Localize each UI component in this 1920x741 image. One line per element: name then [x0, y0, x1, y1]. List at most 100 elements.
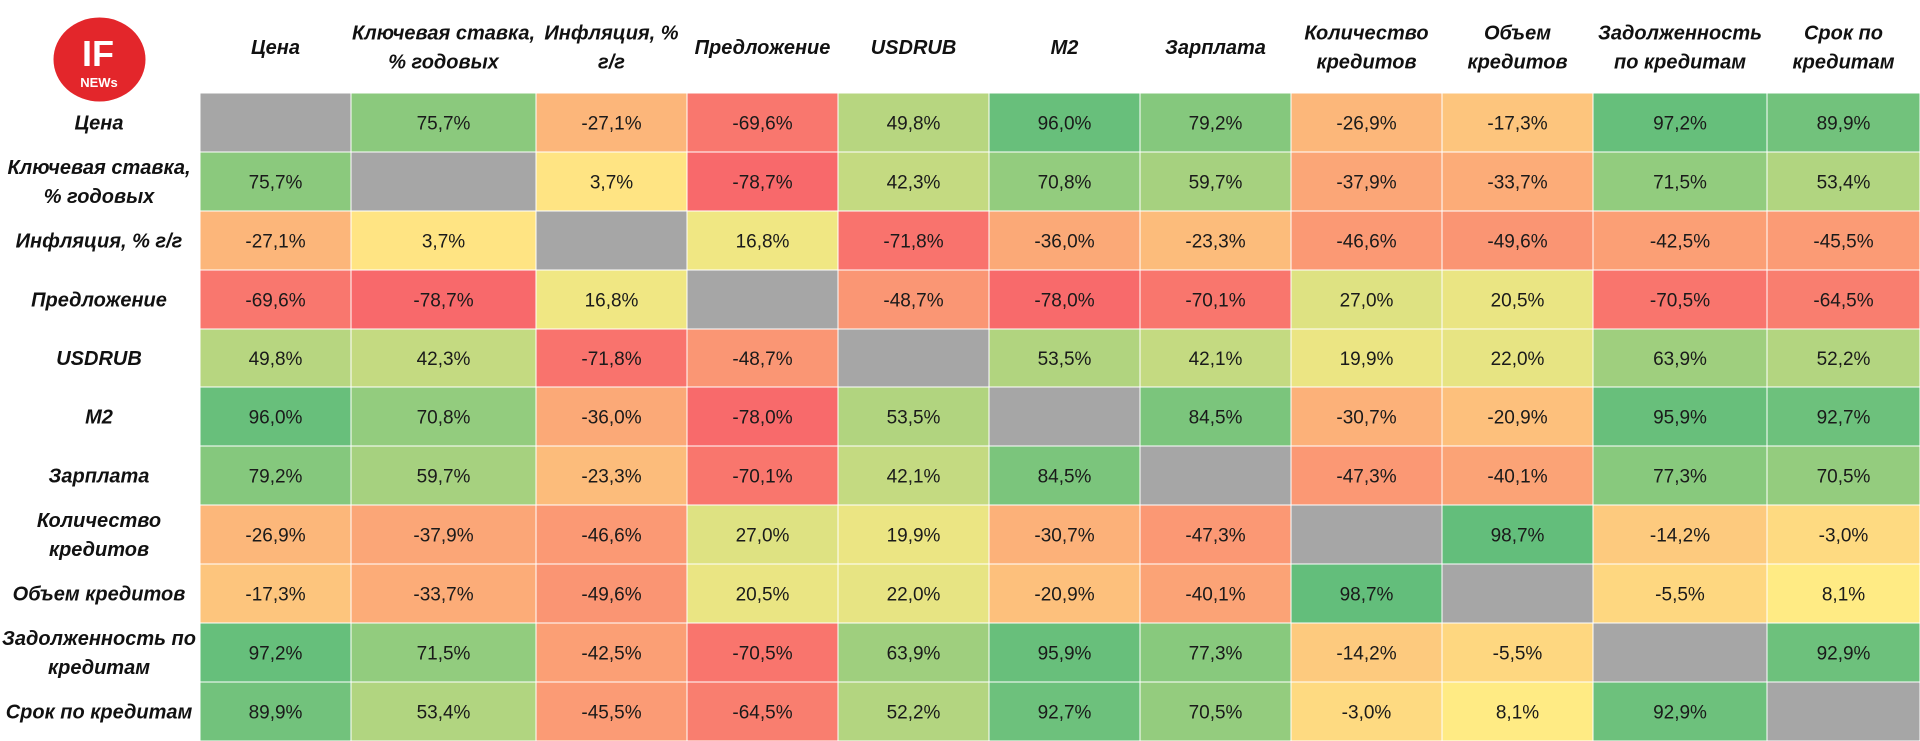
cell-value-label: 16,8% [736, 232, 790, 253]
heatmap-cell [1139, 622, 1292, 683]
cell-value-label: 19,9% [1340, 349, 1394, 370]
cell-value-label: 42,1% [1189, 349, 1243, 370]
heatmap-cell [1766, 504, 1920, 565]
cell-value-label: -42,5% [581, 644, 641, 665]
cell-value-label: 77,3% [1189, 644, 1243, 665]
heatmap-cell [988, 622, 1141, 683]
heatmap-cell [535, 622, 688, 683]
logo-bottom-text: NEWs [80, 75, 118, 90]
heatmap-cell [988, 210, 1141, 271]
cell-value-label: -45,5% [1813, 232, 1873, 253]
heatmap-cell [535, 504, 688, 565]
cell-value-label: 3,7% [590, 173, 633, 194]
heatmap-cell [1592, 504, 1768, 565]
heatmap-cell [686, 328, 839, 388]
heatmap-cell [1766, 151, 1920, 212]
cell-value-label: -64,5% [732, 703, 792, 724]
cell-value-label: 84,5% [1038, 467, 1092, 488]
cell-value-label: 79,2% [249, 467, 303, 488]
cell-value-label: -49,6% [581, 585, 641, 606]
cell-value-label: 42,3% [417, 349, 471, 370]
heatmap-cell [199, 328, 352, 388]
cell-value-label: -45,5% [581, 703, 641, 724]
heatmap-cell [1441, 681, 1594, 741]
cell-value-label: 59,7% [417, 467, 471, 488]
heatmap-cell [350, 328, 537, 388]
cell-value-label: 8,1% [1496, 703, 1539, 724]
cell-value-label: -26,9% [1336, 114, 1396, 135]
cell-value-label: 42,3% [887, 173, 941, 194]
heatmap-cell [535, 328, 688, 388]
column-header: USDRUB [871, 37, 957, 59]
heatmap-cell [1290, 386, 1443, 447]
cell-value-label: -3,0% [1819, 526, 1869, 547]
cell-value-label: 53,5% [1038, 349, 1092, 370]
heatmap-cell [1441, 210, 1594, 271]
column-header: M2 [1051, 37, 1079, 59]
heatmap-cell [350, 92, 537, 153]
heatmap-cell-diagonal [1139, 445, 1292, 506]
cell-value-label: -37,9% [413, 526, 473, 547]
heatmap-cell [837, 445, 990, 506]
cell-value-label: 22,0% [887, 585, 941, 606]
heatmap-cell [1592, 445, 1768, 506]
cell-value-label: -40,1% [1487, 467, 1547, 488]
heatmap-cell [1139, 210, 1292, 271]
heatmap-cell [1139, 386, 1292, 447]
cell-value-label: 63,9% [1653, 349, 1707, 370]
heatmap-cell [199, 504, 352, 565]
heatmap-cell [686, 92, 839, 153]
heatmap-cell [1592, 92, 1768, 153]
cell-value-label: -71,8% [581, 349, 641, 370]
heatmap-cell [988, 563, 1141, 624]
cell-value-label: 96,0% [1038, 114, 1092, 135]
column-header: Количество кредитов [1304, 23, 1428, 74]
heatmap-cell [350, 563, 537, 624]
heatmap-cell [199, 210, 352, 271]
cell-value-label: -20,9% [1034, 585, 1094, 606]
cell-value-label: 92,9% [1653, 703, 1707, 724]
cell-value-label: -71,8% [883, 232, 943, 253]
heatmap-cell [1592, 386, 1768, 447]
cell-value-label: 70,5% [1817, 467, 1871, 488]
cell-value-label: -37,9% [1336, 173, 1396, 194]
cell-value-label: 79,2% [1189, 114, 1243, 135]
cell-value-label: -33,7% [413, 585, 473, 606]
heatmap-cell-diagonal [1592, 622, 1768, 683]
ifnews-logo: IF NEWs [52, 16, 147, 103]
heatmap-cell [199, 622, 352, 683]
cell-value-label: 75,7% [417, 114, 471, 135]
cell-value-label: 49,8% [887, 114, 941, 135]
cell-value-label: -5,5% [1493, 644, 1543, 665]
heatmap-cell [535, 151, 688, 212]
row-label: M2 [85, 407, 113, 429]
cell-value-label: 95,9% [1653, 408, 1707, 429]
heatmap-cell [1441, 151, 1594, 212]
cell-value-label: 53,4% [417, 703, 471, 724]
cell-value-label: -78,7% [732, 173, 792, 194]
cell-value-label: 98,7% [1491, 526, 1545, 547]
cell-value-label: 71,5% [1653, 173, 1707, 194]
cell-value-label: 16,8% [585, 291, 639, 312]
heatmap-cell [535, 92, 688, 153]
heatmap-cell [837, 563, 990, 624]
heatmap-cell [1290, 151, 1443, 212]
row-label: USDRUB [56, 348, 142, 370]
heatmap-cell-diagonal [837, 328, 990, 388]
cell-value-label: -36,0% [1034, 232, 1094, 253]
heatmap-cell [350, 269, 537, 330]
cell-value-label: 89,9% [249, 703, 303, 724]
heatmap-cell [1592, 681, 1768, 741]
heatmap-cell [1766, 622, 1920, 683]
heatmap-cell [988, 328, 1141, 388]
heatmap-cell [1592, 328, 1768, 388]
logo-top-text: IF [82, 33, 114, 74]
heatmap-cell [1441, 445, 1594, 506]
heatmap-cell [1139, 681, 1292, 741]
cell-value-label: 22,0% [1491, 349, 1545, 370]
cell-value-label: -36,0% [581, 408, 641, 429]
heatmap-cell [199, 386, 352, 447]
heatmap-cell-diagonal [535, 210, 688, 271]
cell-value-label: -70,5% [732, 644, 792, 665]
cell-value-label: -17,3% [1487, 114, 1547, 135]
